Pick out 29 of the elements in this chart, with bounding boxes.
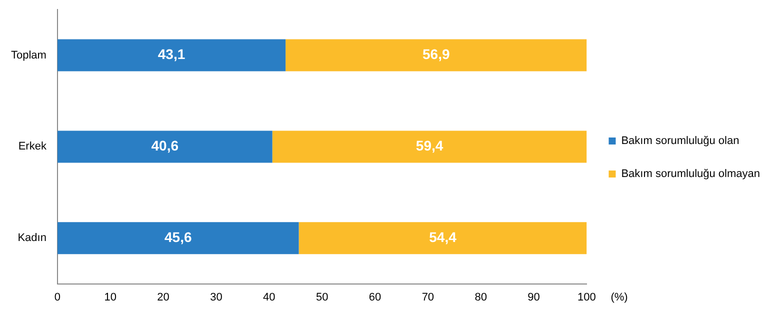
bar xyxy=(57,130,272,163)
bar xyxy=(57,222,299,254)
legend-label: Bakım sorumluluğu olmayan xyxy=(621,168,760,180)
x-tick-label: 30 xyxy=(210,291,222,304)
data-label: 54,4 xyxy=(429,228,457,245)
x-tick-label: 60 xyxy=(368,291,382,304)
bar xyxy=(57,39,286,72)
x-tick-label: 70 xyxy=(422,291,434,304)
data-label: 45,6 xyxy=(164,228,192,245)
data-label: 40,6 xyxy=(151,138,179,154)
x-tick-label: 20 xyxy=(157,291,170,304)
x-axis-title: (%) xyxy=(610,291,628,304)
bar xyxy=(272,130,587,163)
legend-label: Bakım sorumluluğu olan xyxy=(621,135,740,148)
x-tick-label: 50 xyxy=(316,291,328,304)
bar xyxy=(298,222,587,254)
x-tick-label: 80 xyxy=(474,291,487,304)
y-tick-label: Erkek xyxy=(18,140,47,153)
data-label: 56,9 xyxy=(422,46,450,62)
bar xyxy=(286,39,587,72)
data-label: 43,1 xyxy=(158,46,186,62)
x-tick-label: 90 xyxy=(528,291,540,304)
x-tick-label: 0 xyxy=(54,291,61,304)
y-tick-label: Kadın xyxy=(18,232,46,244)
x-tick-label: 100 xyxy=(578,291,596,304)
x-tick-label: 10 xyxy=(104,291,117,304)
x-tick-label: 40 xyxy=(263,291,276,304)
data-label: 59,4 xyxy=(416,138,444,154)
y-tick-label: Toplam xyxy=(10,49,46,62)
